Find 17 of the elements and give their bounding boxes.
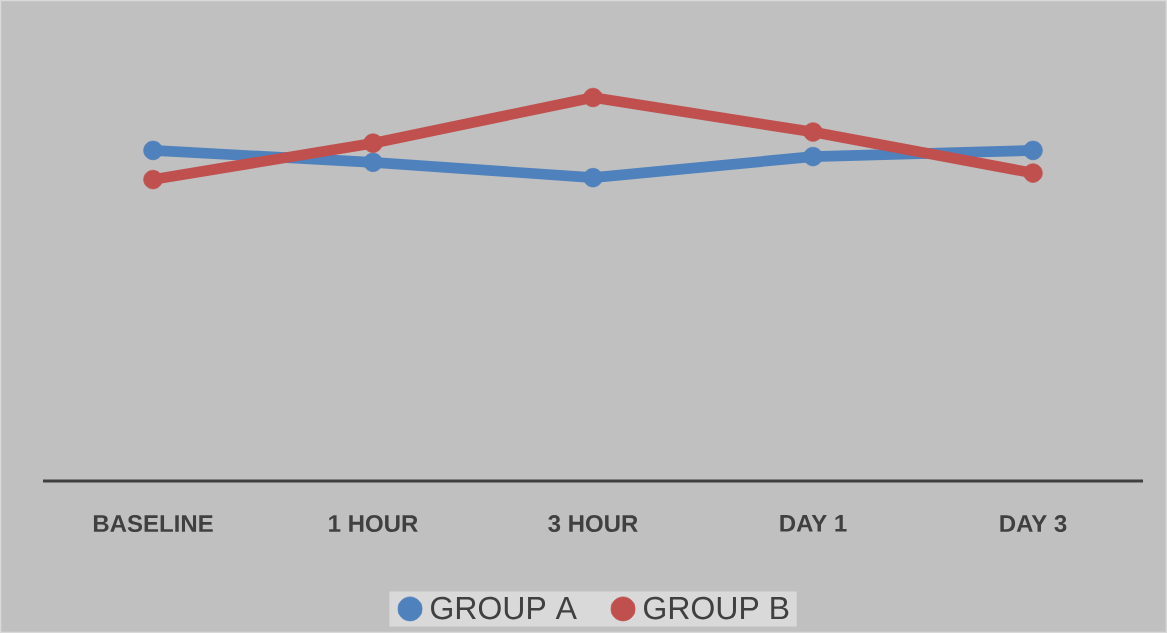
point — [143, 169, 163, 190]
point — [1023, 140, 1043, 161]
point — [583, 87, 603, 108]
point — [143, 140, 163, 161]
x-tick-label: DAY 1 — [780, 515, 847, 532]
x-tick-label: 1 HOUR — [329, 515, 418, 533]
point — [1023, 163, 1043, 183]
x-tick-label: 3 HOUR — [548, 515, 638, 533]
legend-label: GROUP B — [644, 596, 789, 620]
point — [803, 146, 823, 167]
point — [583, 168, 603, 188]
legend-label: GROUP A — [431, 596, 577, 620]
point — [363, 152, 383, 172]
x-tick-label: BASELINE — [93, 515, 213, 533]
point — [803, 122, 823, 142]
x-tick-label: DAY 3 — [1000, 515, 1067, 533]
point — [363, 133, 383, 153]
